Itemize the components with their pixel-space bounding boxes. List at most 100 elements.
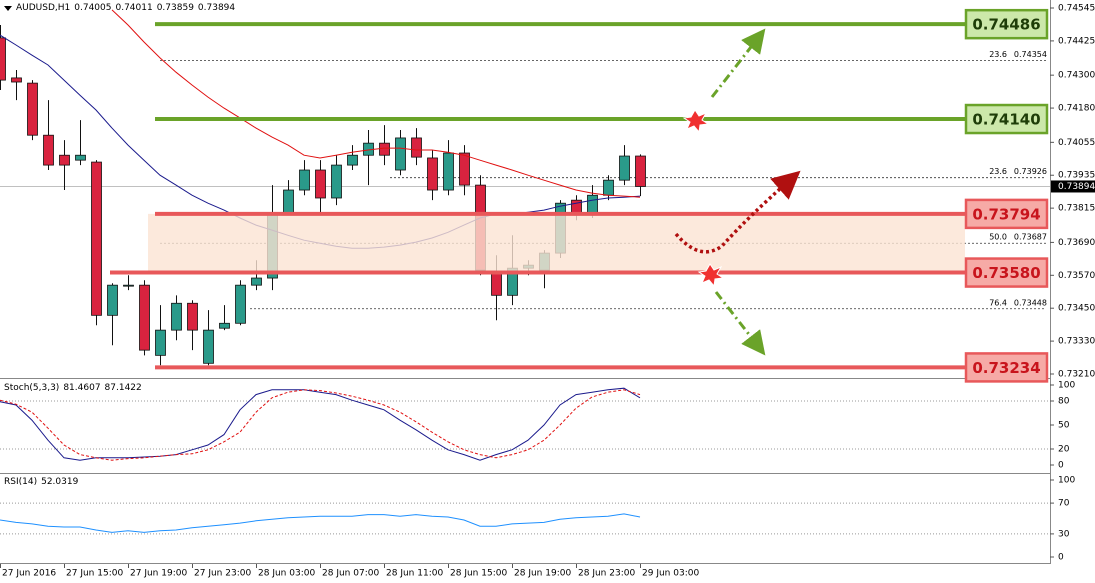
annotations [674, 28, 801, 356]
ohlc-value: 0.73859 [156, 3, 194, 13]
main-panel: 0.73210 0.73330 0.73450 0.73570 0.73690 0.738… [0, 4, 1095, 383]
fib-level: 23.6 [989, 50, 1007, 59]
candle-body [619, 155, 630, 181]
candle-body [459, 152, 470, 186]
break-icon [697, 263, 725, 288]
candle-body [59, 154, 70, 166]
candle-body [0, 37, 6, 81]
candle-body [347, 154, 358, 166]
fib-value: 0.74354 [1014, 50, 1047, 59]
candle-body [635, 155, 646, 187]
candle-body [27, 82, 38, 136]
dropdown-icon[interactable] [4, 5, 12, 11]
indicator-value: 52.0319 [41, 477, 79, 487]
candle-body [315, 169, 326, 199]
candle-body [203, 329, 214, 364]
y-tick-label: 80 [1058, 397, 1070, 407]
y-tick-label: 0.74300 [1058, 71, 1095, 81]
y-tick-label: 0.73815 [1058, 204, 1095, 214]
level-label: 0.73234 [972, 359, 1040, 377]
symbol-title: AUDUSD,H1 [16, 3, 71, 13]
y-tick-label: 0.74055 [1058, 138, 1095, 148]
y-tick-label: 30 [1058, 529, 1070, 539]
break-icon [682, 109, 710, 134]
candle-body [299, 169, 310, 191]
y-tick-label: 0.74545 [1058, 4, 1095, 14]
y-tick-label: 100 [1058, 476, 1075, 486]
down-arrow [714, 291, 766, 356]
candle-body [43, 134, 54, 166]
candle-body [155, 329, 166, 356]
candle-body [219, 322, 230, 329]
x-tick-label: 28 Jun 03:00 [258, 569, 315, 579]
x-tick-label: 29 Jun 03:00 [642, 569, 699, 579]
x-tick-label: 27 Jun 15:00 [66, 569, 123, 579]
panel-frames [0, 0, 1051, 564]
fib-value: 0.73926 [1014, 167, 1047, 176]
fib-level: 23.6 [989, 167, 1007, 176]
level-box [964, 257, 1049, 288]
x-tick-label: 28 Jun 11:00 [386, 569, 443, 579]
candle-body [587, 194, 598, 215]
indicator-line [0, 513, 641, 533]
candle-body [443, 152, 454, 191]
y-tick-label: 0 [1058, 553, 1064, 563]
candle-body [91, 161, 102, 316]
bounce-arrow [674, 170, 801, 254]
candle-body [107, 284, 118, 316]
level-label: 0.73580 [972, 264, 1040, 282]
x-tick-label: 27 Jun 19:00 [130, 569, 187, 579]
y-tick-label: 0.73210 [1058, 370, 1095, 380]
y-tick-label: 70 [1058, 499, 1070, 509]
x-tick-label: 28 Jun 07:00 [322, 569, 379, 579]
candle-body [411, 137, 422, 158]
fib-level: 50.0 [989, 233, 1007, 242]
y-tick-label: 0 [1058, 461, 1064, 471]
level-label: 0.74140 [972, 111, 1040, 129]
candle-body [427, 157, 438, 191]
x-tick-label: 28 Jun 23:00 [578, 569, 635, 579]
stoch-header: Stoch(5,3,3) 81.4607 87.1422 [4, 383, 142, 393]
candle-body [491, 272, 502, 296]
y-tick-label: 20 [1058, 445, 1070, 455]
indicator-title: Stoch(5,3,3) [4, 383, 60, 393]
y-tick-label: 50 [1058, 421, 1070, 431]
y-tick-label: 0.73935 [1058, 171, 1095, 181]
support-zone [148, 213, 965, 273]
rsi-header: RSI(14) 52.0319 [4, 477, 78, 487]
y-tick-label: 100 [1058, 381, 1075, 391]
x-tick-label: 27 Jun 2016 [2, 569, 56, 579]
level-box [964, 352, 1049, 383]
level-box [964, 103, 1049, 135]
level-label: 0.74486 [972, 16, 1040, 34]
y-tick-label: 0.73330 [1058, 337, 1095, 347]
candle-body [171, 302, 182, 331]
candle-body [139, 284, 150, 351]
fib-value: 0.73448 [1014, 298, 1047, 307]
x-tick-label: 28 Jun 15:00 [450, 569, 507, 579]
y-tick-label: 0.74180 [1058, 104, 1095, 114]
ohlc-value: 0.73894 [197, 3, 236, 13]
y-tick-label: 0.73570 [1058, 271, 1095, 281]
level-box [964, 198, 1049, 230]
ohlc-value: 0.74011 [115, 3, 153, 13]
indicator-line [0, 389, 641, 461]
up-arrow [710, 28, 766, 98]
candle-body [283, 189, 294, 214]
candle-body [11, 77, 22, 83]
candle-body [251, 277, 262, 286]
candle-body [235, 284, 246, 324]
candle-body [379, 142, 390, 156]
indicator-value: 81.4607 [63, 383, 101, 393]
main-header: AUDUSD,H1 0.74005 0.74011 0.73859 0.7389… [4, 3, 235, 13]
indicator-line [111, 9, 641, 198]
candle-body [395, 137, 406, 171]
y-tick-label: 0.74425 [1058, 36, 1095, 46]
candle-body [331, 164, 342, 199]
candle-body [75, 154, 86, 161]
indicator-title: RSI(14) [4, 477, 38, 487]
level-box [964, 8, 1049, 40]
